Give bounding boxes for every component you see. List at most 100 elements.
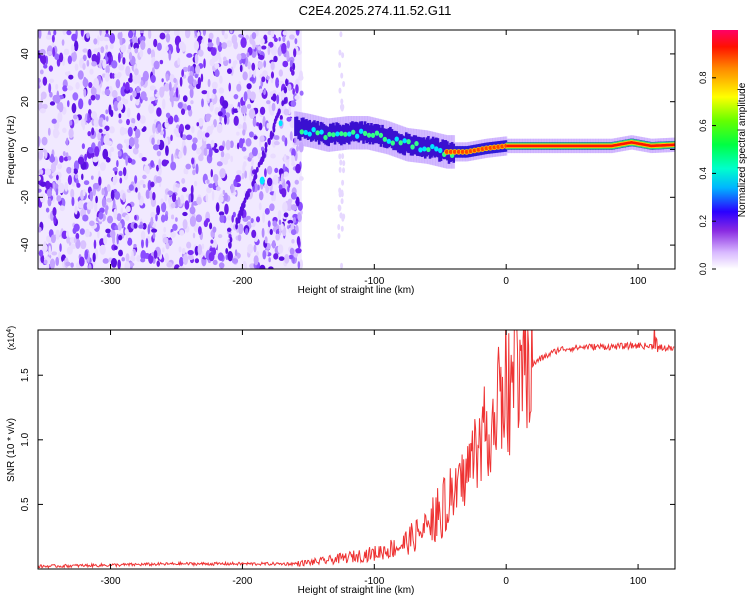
noise-cell bbox=[39, 193, 46, 203]
noise-cell bbox=[95, 195, 98, 204]
noise-cell bbox=[251, 32, 257, 40]
noise-cell bbox=[268, 102, 271, 113]
noise-cell bbox=[93, 77, 99, 89]
noise-cell bbox=[56, 174, 59, 181]
noise-cell bbox=[289, 131, 293, 141]
noise-cell bbox=[49, 155, 56, 163]
noise-cell bbox=[118, 234, 123, 241]
ridge-band bbox=[366, 122, 370, 143]
noise-cell bbox=[173, 114, 179, 123]
noise-cell bbox=[122, 57, 126, 65]
noise-cell bbox=[267, 45, 271, 56]
noise-cell bbox=[131, 117, 136, 125]
noise-cell bbox=[234, 249, 238, 257]
y-tick-label: -20 bbox=[20, 190, 31, 205]
noise-cell bbox=[111, 73, 115, 79]
noise-cell bbox=[275, 77, 280, 89]
noise-cell bbox=[210, 139, 215, 148]
noise-cell bbox=[175, 217, 178, 222]
noise-cell bbox=[46, 50, 53, 56]
noise-cell bbox=[216, 36, 220, 46]
noise-cell bbox=[216, 161, 223, 167]
noise-cell bbox=[186, 104, 192, 111]
noise-cell bbox=[287, 185, 290, 193]
noise-cell bbox=[38, 188, 42, 193]
noise-cell bbox=[242, 129, 246, 136]
noise-cell bbox=[285, 78, 289, 87]
noise-cell bbox=[299, 90, 304, 96]
noise-cell bbox=[58, 101, 64, 113]
noise-cell bbox=[212, 239, 218, 251]
noise-cell bbox=[56, 195, 62, 202]
ridge-core bbox=[438, 147, 443, 154]
noise-cell bbox=[111, 60, 118, 69]
ridge-band bbox=[302, 117, 305, 137]
noise-cell bbox=[87, 131, 91, 137]
ridge-band bbox=[310, 122, 313, 142]
noise-cell bbox=[260, 146, 265, 152]
noise-cell bbox=[220, 156, 227, 163]
ridge-core bbox=[347, 131, 352, 137]
noise-cell bbox=[165, 112, 171, 119]
noise-cell bbox=[139, 115, 146, 124]
noise-cell bbox=[201, 243, 205, 250]
noise-cell bbox=[195, 163, 199, 175]
noise-cell bbox=[246, 83, 252, 90]
noise-cell bbox=[273, 55, 278, 63]
noise-cell bbox=[283, 98, 287, 105]
noise-cell bbox=[52, 127, 60, 139]
noise-cell bbox=[121, 97, 126, 103]
noise-cell bbox=[87, 112, 90, 124]
noise-cell bbox=[103, 36, 110, 42]
noise-cell bbox=[256, 251, 259, 256]
noise-cell bbox=[278, 219, 282, 226]
noise-cell bbox=[193, 223, 200, 233]
noise-cell bbox=[195, 147, 202, 155]
noise-cell bbox=[337, 223, 341, 230]
noise-cell bbox=[49, 78, 55, 84]
ridge-band bbox=[349, 122, 353, 142]
noise-cell bbox=[138, 224, 144, 229]
noise-cell bbox=[41, 243, 48, 253]
ridge-core bbox=[351, 129, 356, 135]
noise-cell bbox=[210, 168, 214, 178]
noise-cell bbox=[252, 40, 256, 50]
noise-cell bbox=[40, 181, 47, 187]
noise-cell bbox=[243, 161, 247, 168]
noise-cell bbox=[202, 30, 207, 36]
noise-cell bbox=[71, 33, 78, 42]
noise-cell bbox=[53, 30, 57, 36]
noise-cell bbox=[149, 96, 156, 102]
colorbar-tick-label: 0.2 bbox=[698, 215, 708, 228]
noise-cell bbox=[138, 152, 143, 159]
noise-cell bbox=[257, 46, 262, 51]
noise-cell bbox=[211, 81, 218, 90]
noise-cell bbox=[264, 142, 268, 149]
noise-cell bbox=[243, 113, 246, 122]
noise-cell bbox=[116, 143, 123, 151]
noise-cell bbox=[340, 262, 344, 269]
noise-cell bbox=[226, 215, 233, 221]
noise-cell bbox=[195, 64, 201, 75]
noise-cell bbox=[207, 78, 211, 88]
noise-cell bbox=[164, 122, 169, 129]
noise-cell bbox=[255, 216, 261, 223]
noise-cell bbox=[232, 108, 239, 114]
noise-cell bbox=[184, 200, 190, 210]
snr-y-multiplier: (x104) bbox=[6, 326, 17, 350]
noise-cell bbox=[243, 91, 248, 102]
noise-cell bbox=[109, 229, 116, 239]
noise-cell bbox=[94, 201, 98, 213]
noise-cell bbox=[212, 247, 217, 256]
noise-cell bbox=[118, 113, 122, 119]
noise-cell bbox=[240, 210, 244, 217]
ridge-band bbox=[300, 117, 304, 137]
noise-cell bbox=[282, 60, 289, 68]
noise-cell bbox=[112, 167, 118, 172]
noise-cell bbox=[236, 169, 242, 175]
noise-cell bbox=[38, 226, 42, 233]
noise-cell bbox=[257, 161, 261, 168]
noise-cell bbox=[196, 196, 202, 205]
noise-cell bbox=[128, 184, 134, 191]
